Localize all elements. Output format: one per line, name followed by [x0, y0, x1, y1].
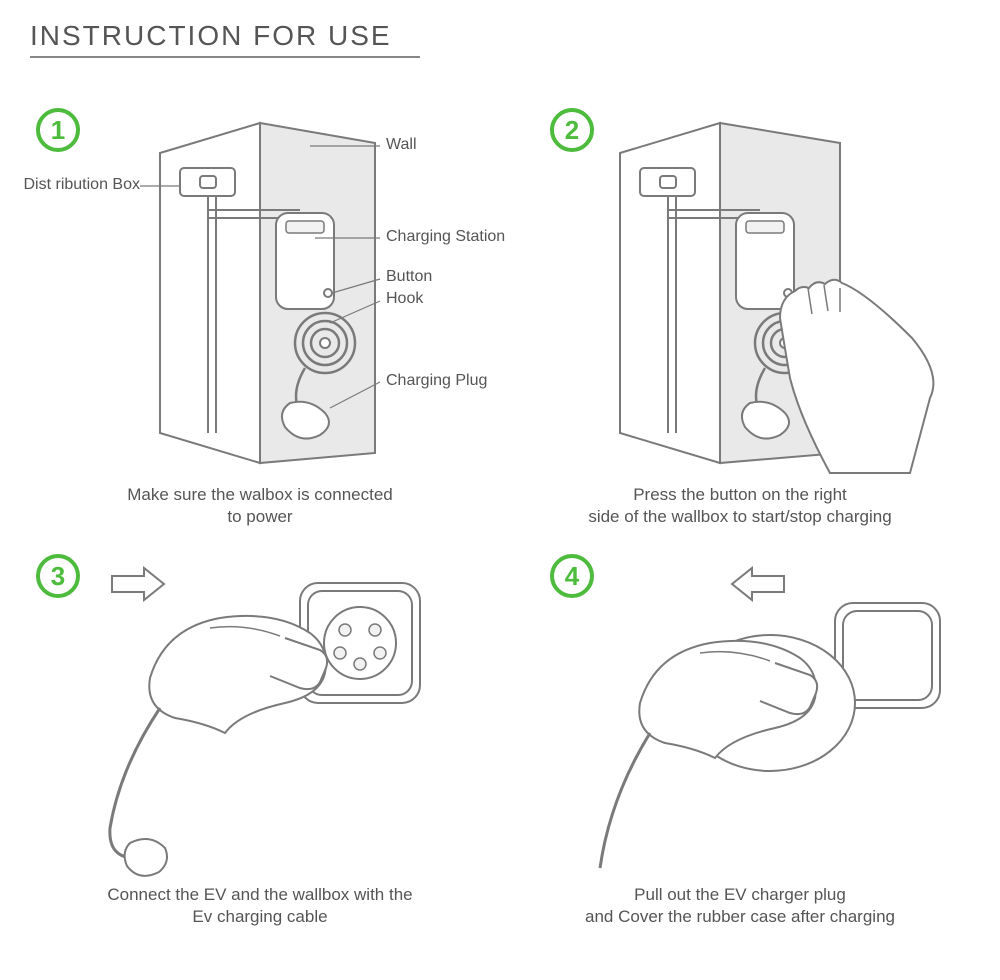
- callout-hook: Hook: [386, 290, 423, 308]
- title-underline: [30, 56, 420, 58]
- callout-button: Button: [386, 268, 432, 286]
- step-panel-4: 4 Pull out the EV charger plug and Cover…: [510, 548, 970, 928]
- page-title: INSTRUCTION FOR USE: [30, 20, 970, 52]
- step-number-badge: 2: [550, 108, 594, 152]
- caption-line: Connect the EV and the wallbox with the: [107, 885, 412, 904]
- step-panel-1: 1: [30, 98, 490, 538]
- plug-out-illustration: [570, 568, 950, 888]
- caption-line: and Cover the rubber case after charging: [585, 907, 895, 926]
- steps-grid: 1: [30, 98, 970, 928]
- callout-wall: Wall: [386, 136, 417, 154]
- callout-leaders: [30, 98, 510, 458]
- wallbox-press-illustration: [610, 113, 930, 473]
- step-panel-3: 3 Connect the EV and the wallbox wi: [30, 548, 490, 928]
- step-caption: Press the button on the right side of th…: [510, 484, 970, 528]
- plug-in-illustration: [90, 558, 450, 888]
- caption-line: Make sure the walbox is connected: [127, 485, 393, 504]
- callout-dist-box: Dist ribution Box: [12, 176, 140, 194]
- caption-line: side of the wallbox to start/stop chargi…: [588, 507, 891, 526]
- step-number-badge: 3: [36, 554, 80, 598]
- caption-line: to power: [227, 507, 292, 526]
- step-caption: Connect the EV and the wallbox with the …: [30, 884, 490, 928]
- callout-charging-plug: Charging Plug: [386, 372, 487, 390]
- caption-line: Press the button on the right: [633, 485, 847, 504]
- step-caption: Make sure the walbox is connected to pow…: [30, 484, 490, 528]
- callout-charging-station: Charging Station: [386, 228, 505, 246]
- caption-line: Pull out the EV charger plug: [634, 885, 846, 904]
- step-panel-2: 2 Press the button on the right: [510, 98, 970, 538]
- caption-line: Ev charging cable: [192, 907, 327, 926]
- step-caption: Pull out the EV charger plug and Cover t…: [510, 884, 970, 928]
